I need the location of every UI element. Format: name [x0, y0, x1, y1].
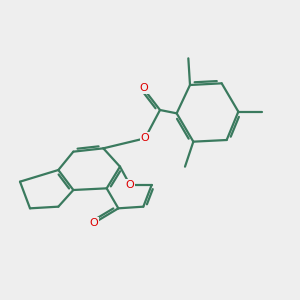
Text: O: O: [89, 218, 98, 228]
Text: O: O: [141, 133, 149, 143]
Text: O: O: [126, 180, 134, 190]
Text: O: O: [139, 83, 148, 93]
